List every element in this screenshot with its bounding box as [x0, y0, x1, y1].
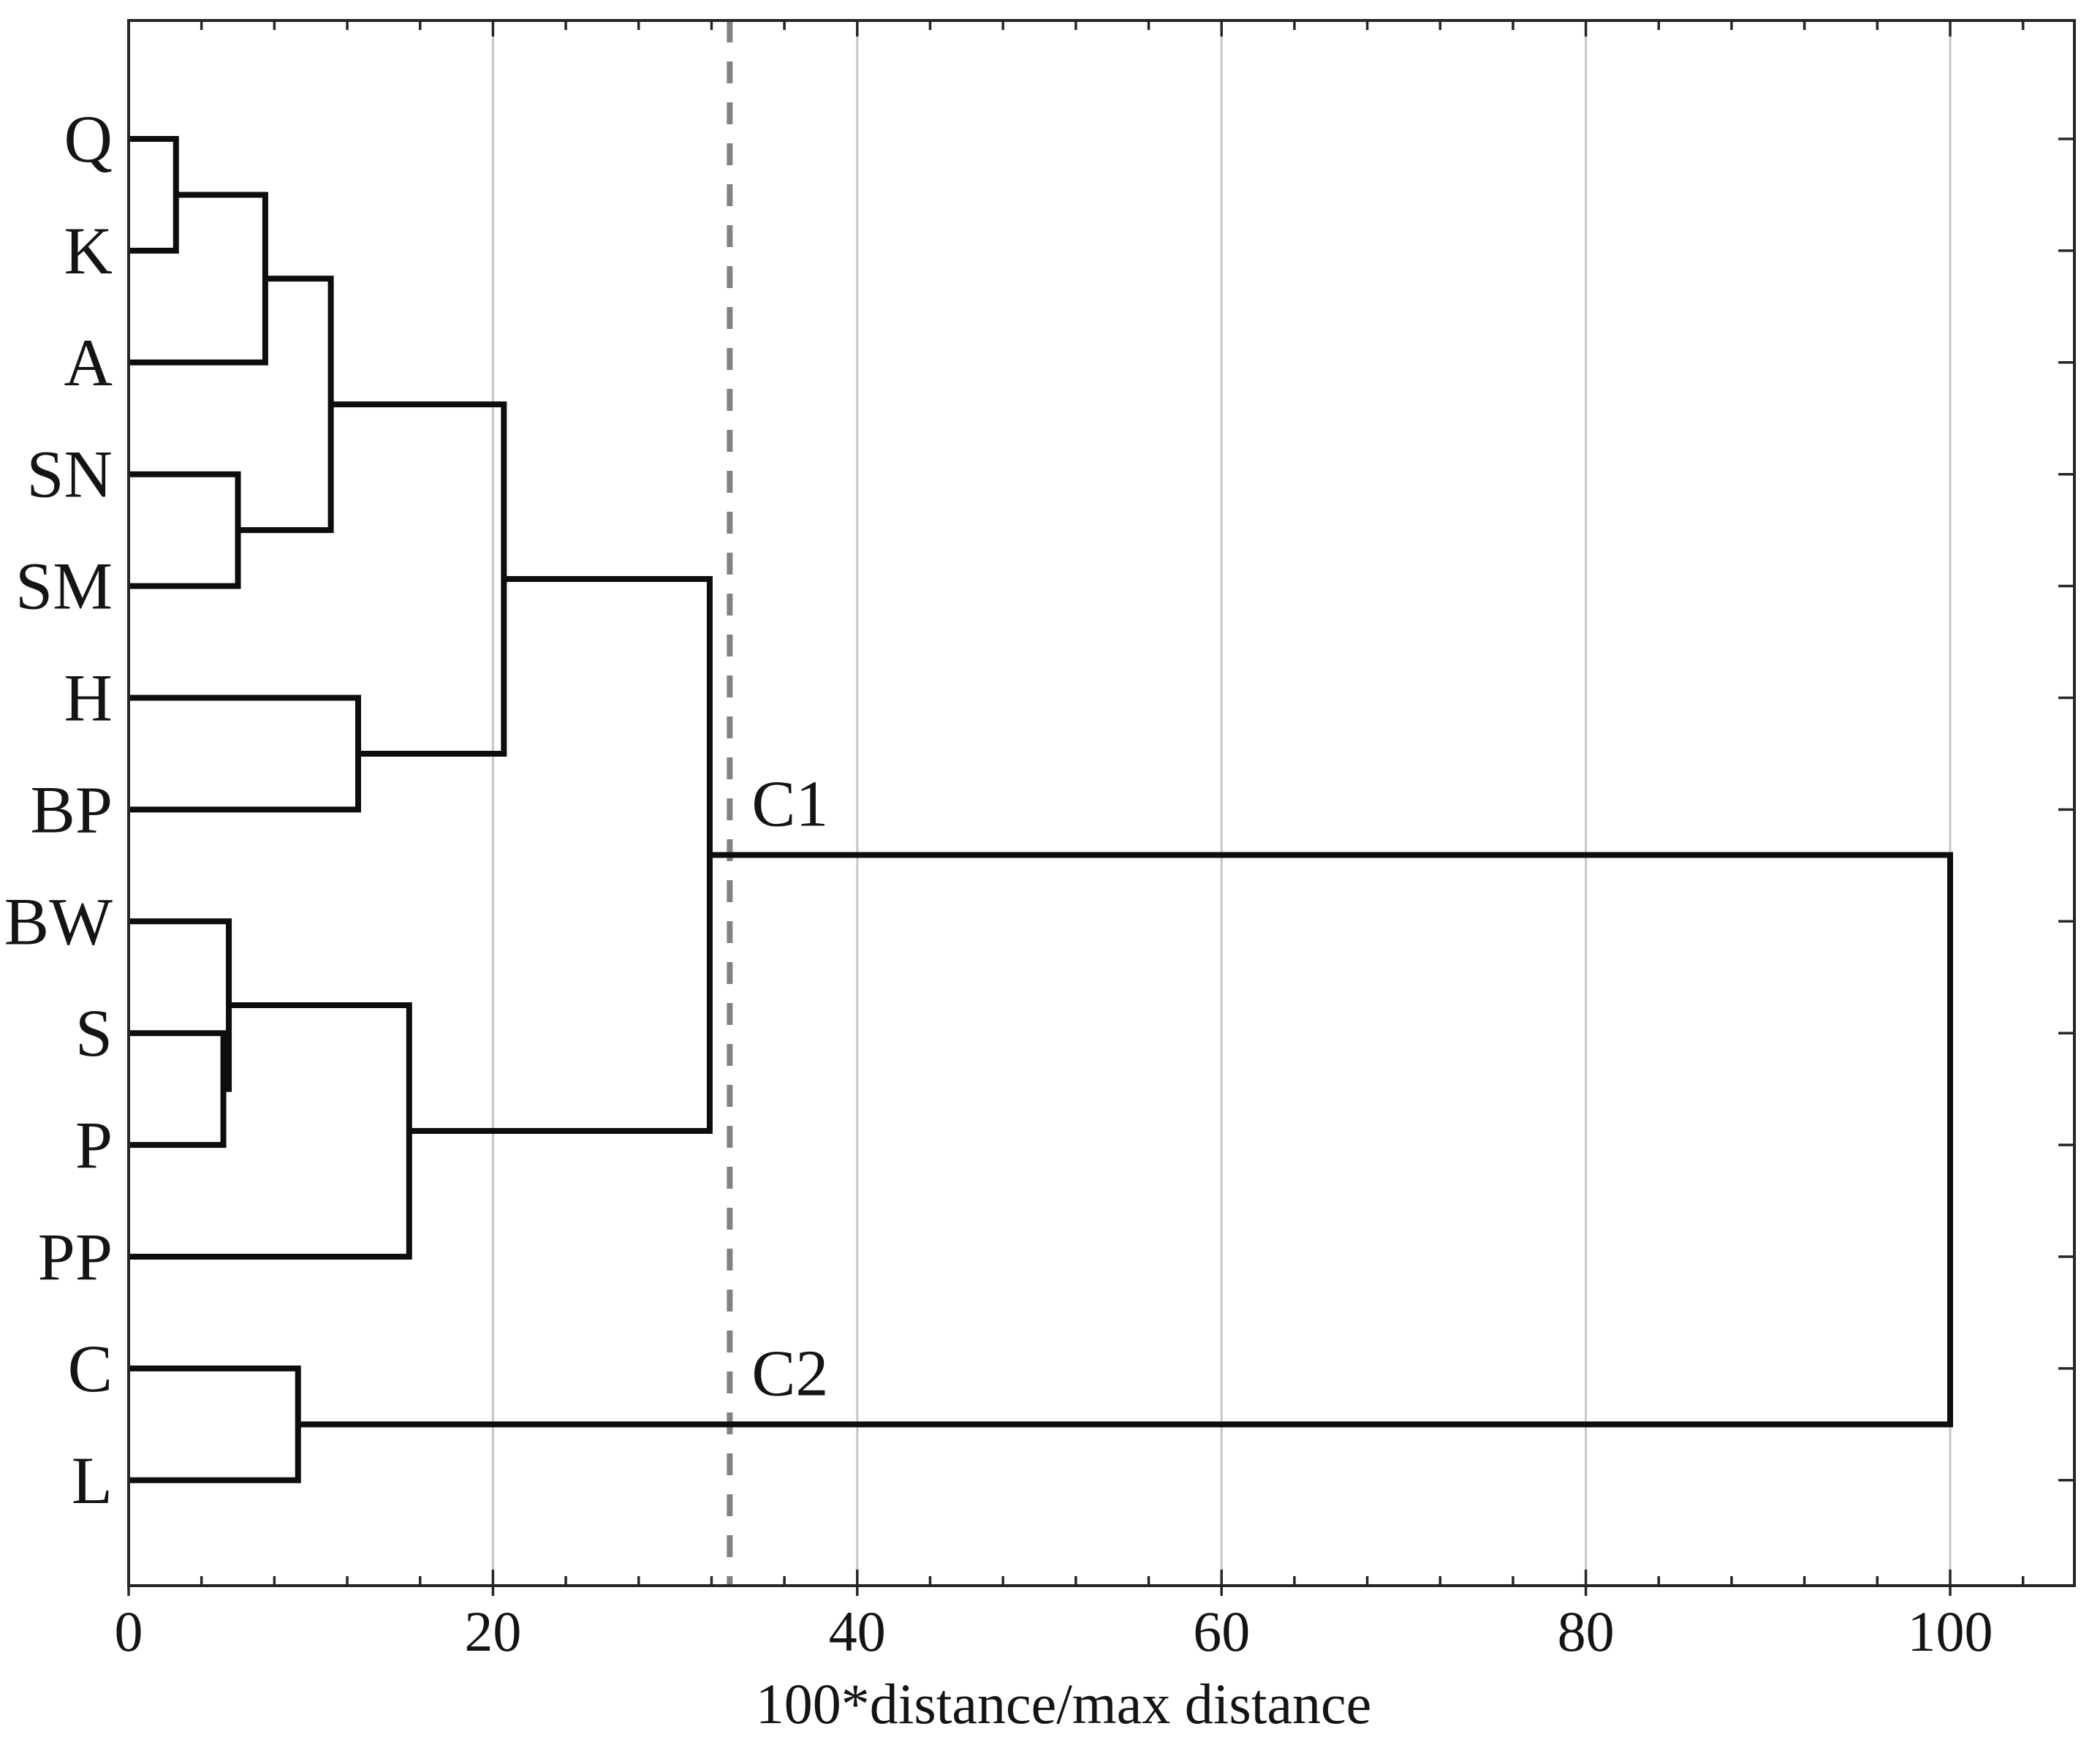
dendrogram-link: [129, 695, 361, 813]
leaf-label: SN: [26, 437, 113, 512]
dendrogram-link: [129, 192, 268, 366]
cluster-label: C2: [751, 1337, 828, 1409]
dendrogram-link: [129, 136, 179, 254]
leaf-label: S: [75, 996, 113, 1070]
dendrogram-link: [238, 276, 334, 534]
leaf-label: L: [72, 1443, 113, 1518]
leaf-label: C: [68, 1331, 113, 1406]
x-tick-label: 100: [1908, 1600, 1993, 1663]
dendrogram-link: [129, 1030, 227, 1148]
dendrogram-link: [129, 1002, 412, 1260]
dendrogram-link: [409, 576, 713, 1134]
x-tick-label: 0: [115, 1600, 143, 1663]
x-tick-label: 20: [464, 1600, 521, 1663]
leaf-label: Q: [64, 102, 113, 176]
leaf-label: BP: [30, 772, 113, 847]
leaf-label: SM: [15, 549, 113, 624]
x-tick-label: 80: [1558, 1600, 1615, 1663]
dendrogram-link: [129, 1365, 301, 1483]
leaf-label: A: [64, 325, 113, 400]
leaf-label: H: [64, 661, 113, 735]
x-tick-label: 40: [829, 1600, 886, 1663]
x-axis-title: 100*distance/max distance: [756, 1672, 1372, 1736]
cluster-label: C1: [751, 768, 828, 841]
leaf-label: PP: [38, 1219, 113, 1294]
leaf-label: K: [64, 213, 113, 288]
frame-layer: [127, 19, 2076, 1587]
dendrogram-link: [129, 471, 241, 589]
plot-frame: [127, 19, 2076, 1587]
dendrogram-link: [129, 918, 232, 1092]
x-tick-label: 60: [1193, 1600, 1250, 1663]
gridlines-layer: [491, 20, 1952, 1586]
tree-layer: [129, 136, 1953, 1483]
dendrogram-link: [297, 852, 1953, 1428]
leaf-label: P: [75, 1108, 113, 1182]
leaf-label: BW: [4, 884, 113, 958]
ticks-layer: [127, 20, 2074, 1596]
